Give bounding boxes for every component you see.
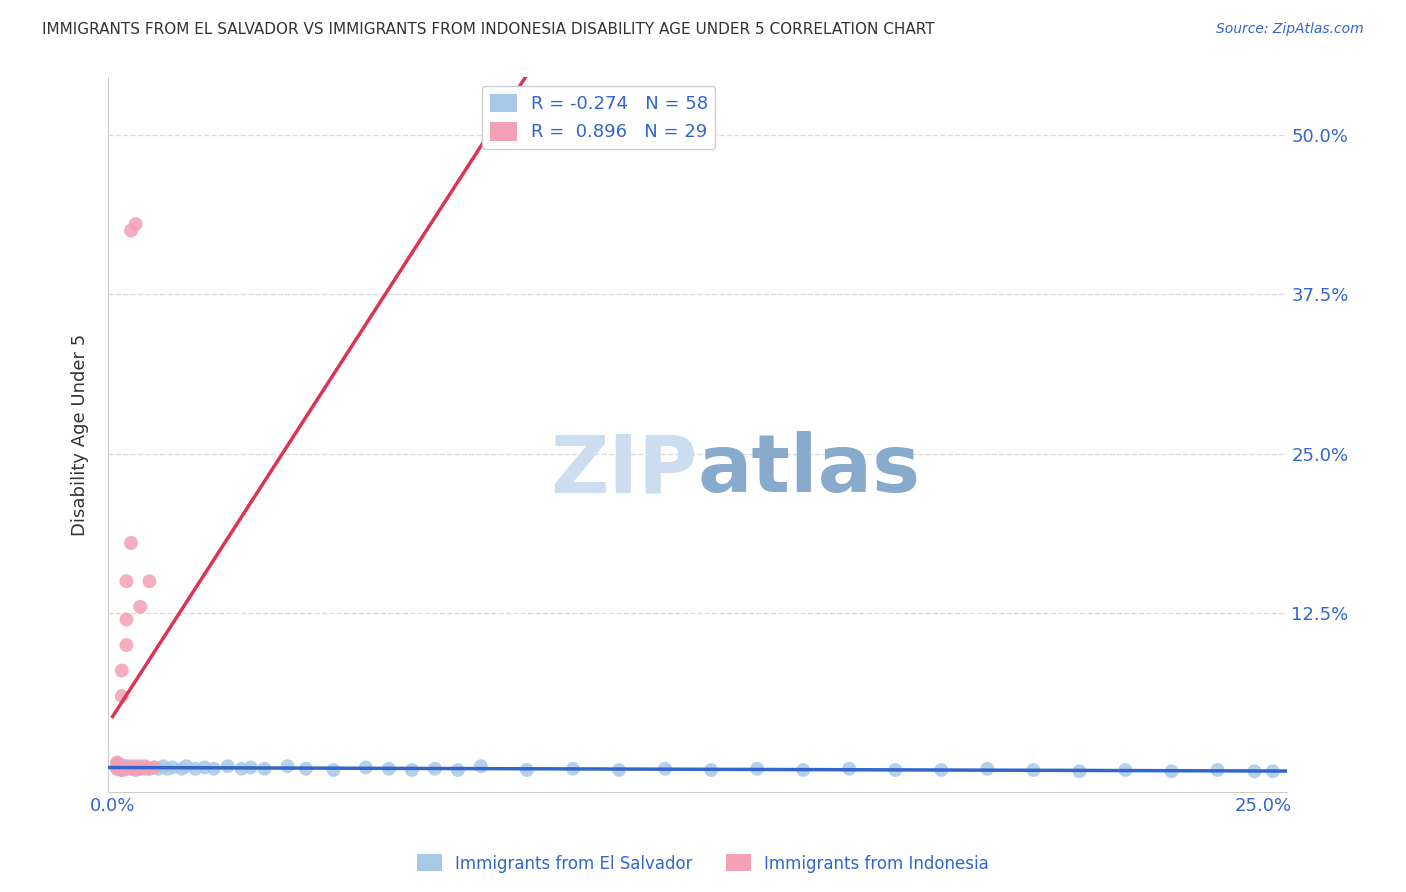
Point — [138, 762, 160, 776]
Point — [111, 763, 134, 777]
Y-axis label: Disability Age Under 5: Disability Age Under 5 — [72, 334, 89, 536]
Point — [138, 762, 160, 776]
Point — [162, 760, 184, 774]
Point — [120, 759, 142, 773]
Point — [1022, 763, 1045, 777]
Point — [253, 762, 276, 776]
Point — [124, 763, 146, 777]
Point — [1261, 764, 1284, 779]
Point — [111, 762, 134, 776]
Point — [838, 762, 860, 776]
Point — [120, 223, 142, 237]
Text: ZIP: ZIP — [550, 432, 697, 509]
Point — [231, 762, 253, 776]
Point — [124, 217, 146, 231]
Point — [120, 762, 142, 776]
Point — [170, 762, 193, 776]
Point — [378, 762, 401, 776]
Legend: Immigrants from El Salvador, Immigrants from Indonesia: Immigrants from El Salvador, Immigrants … — [411, 847, 995, 880]
Point — [277, 759, 299, 773]
Point — [115, 613, 138, 627]
Point — [105, 759, 128, 773]
Point — [120, 760, 142, 774]
Point — [134, 762, 156, 776]
Point — [134, 760, 156, 774]
Point — [516, 763, 538, 777]
Point — [194, 760, 217, 774]
Point — [124, 762, 146, 776]
Point — [115, 760, 138, 774]
Point — [1114, 763, 1136, 777]
Text: IMMIGRANTS FROM EL SALVADOR VS IMMIGRANTS FROM INDONESIA DISABILITY AGE UNDER 5 : IMMIGRANTS FROM EL SALVADOR VS IMMIGRANT… — [42, 22, 935, 37]
Point — [447, 763, 470, 777]
Point — [423, 762, 446, 776]
Point — [134, 759, 156, 773]
Point — [111, 760, 134, 774]
Point — [115, 574, 138, 589]
Point — [143, 760, 166, 774]
Point — [105, 762, 128, 776]
Point — [111, 664, 134, 678]
Point — [105, 758, 128, 772]
Point — [129, 759, 152, 773]
Point — [184, 762, 207, 776]
Point — [152, 759, 174, 773]
Point — [562, 762, 585, 776]
Point — [138, 574, 160, 589]
Point — [105, 759, 128, 773]
Point — [1160, 764, 1182, 779]
Point — [700, 763, 723, 777]
Point — [115, 759, 138, 773]
Point — [129, 762, 152, 776]
Point — [143, 760, 166, 774]
Point — [1069, 764, 1091, 779]
Point — [1243, 764, 1265, 779]
Point — [295, 762, 318, 776]
Point — [1206, 763, 1229, 777]
Point — [884, 763, 907, 777]
Point — [929, 763, 952, 777]
Point — [401, 763, 423, 777]
Point — [239, 760, 262, 774]
Point — [156, 762, 179, 776]
Point — [129, 762, 152, 776]
Point — [124, 760, 146, 774]
Point — [105, 756, 128, 770]
Point — [115, 638, 138, 652]
Point — [115, 762, 138, 776]
Point — [105, 762, 128, 776]
Point — [607, 763, 630, 777]
Point — [322, 763, 344, 777]
Point — [105, 756, 128, 771]
Point — [111, 760, 134, 774]
Point — [354, 760, 377, 774]
Text: atlas: atlas — [697, 432, 921, 509]
Point — [120, 536, 142, 550]
Point — [976, 762, 998, 776]
Point — [174, 759, 197, 773]
Point — [111, 689, 134, 703]
Point — [111, 758, 134, 772]
Point — [470, 759, 492, 773]
Point — [792, 763, 814, 777]
Point — [148, 762, 170, 776]
Legend: R = -0.274   N = 58, R =  0.896   N = 29: R = -0.274 N = 58, R = 0.896 N = 29 — [482, 87, 716, 149]
Point — [124, 759, 146, 773]
Point — [747, 762, 769, 776]
Text: Source: ZipAtlas.com: Source: ZipAtlas.com — [1216, 22, 1364, 37]
Point — [202, 762, 225, 776]
Point — [115, 760, 138, 774]
Point — [129, 599, 152, 614]
Point — [217, 759, 239, 773]
Point — [105, 760, 128, 774]
Point — [654, 762, 676, 776]
Point — [120, 762, 142, 776]
Point — [111, 763, 134, 777]
Point — [115, 762, 138, 776]
